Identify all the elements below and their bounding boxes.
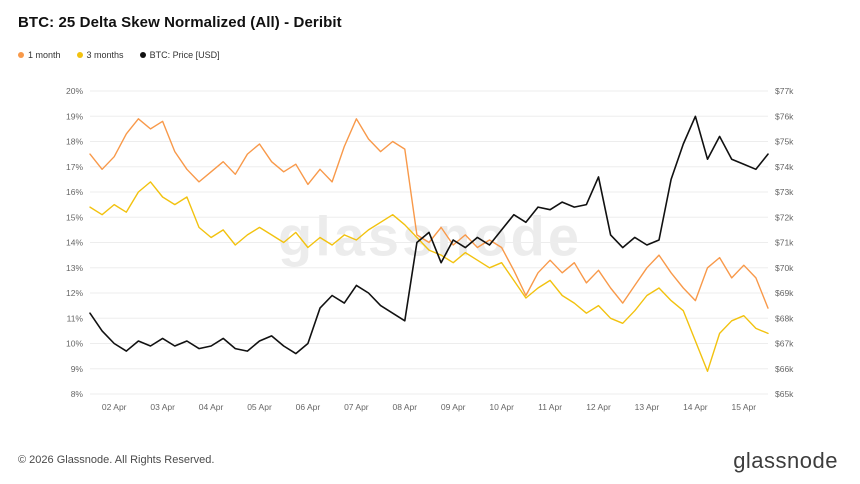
- chart-title: BTC: 25 Delta Skew Normalized (All) - De…: [18, 14, 342, 31]
- right-axis-tick: $73k: [775, 187, 794, 197]
- left-axis-tick: 17%: [66, 162, 83, 172]
- right-axis-tick: $70k: [775, 263, 794, 273]
- series-line-3-months[interactable]: [89, 181, 769, 372]
- right-axis-tick: $68k: [775, 313, 794, 323]
- left-axis-tick: 8%: [71, 389, 84, 399]
- x-axis-tick: 06 Apr: [296, 402, 321, 412]
- right-axis-tick: $74k: [775, 162, 794, 172]
- x-axis-tick: 13 Apr: [635, 402, 660, 412]
- left-axis-tick: 10%: [66, 339, 83, 349]
- x-axis-tick: 12 Apr: [586, 402, 611, 412]
- right-axis-tick: $65k: [775, 389, 794, 399]
- right-axis-tick: $66k: [775, 364, 794, 374]
- left-axis-tick: 20%: [66, 86, 83, 96]
- x-axis-tick: 11 Apr: [538, 402, 562, 412]
- left-axis-tick: 9%: [71, 364, 84, 374]
- series-line-btc-price-usd[interactable]: [89, 115, 769, 355]
- right-axis-tick: $76k: [775, 111, 794, 121]
- left-axis-tick: 15%: [66, 212, 83, 222]
- right-axis-tick: $67k: [775, 339, 794, 349]
- left-axis-tick: 13%: [66, 263, 83, 273]
- left-axis-tick: 19%: [66, 111, 83, 121]
- x-axis-tick: 09 Apr: [441, 402, 466, 412]
- legend-item-btc-price[interactable]: BTC: Price [USD]: [139, 50, 220, 60]
- copyright-text: © 2026 Glassnode. All Rights Reserved.: [18, 454, 215, 466]
- x-axis-tick: 08 Apr: [392, 402, 417, 412]
- x-axis-tick: 03 Apr: [150, 402, 175, 412]
- legend-item-3-months[interactable]: 3 months: [76, 50, 124, 60]
- x-axis-tick: 07 Apr: [344, 402, 369, 412]
- legend-item-1-month[interactable]: 1 month: [18, 50, 61, 60]
- footer: © 2026 Glassnode. All Rights Reserved. g…: [0, 436, 860, 484]
- legend-label-3-months: 3 months: [86, 50, 124, 60]
- legend-label-btc-price: BTC: Price [USD]: [149, 50, 220, 60]
- legend-dot-icon: [139, 52, 146, 58]
- x-axis-tick: 15 Apr: [731, 402, 756, 412]
- x-axis-tick: 05 Apr: [247, 402, 272, 412]
- x-axis-tick: 04 Apr: [199, 402, 224, 412]
- x-axis-tick: 10 Apr: [489, 402, 514, 412]
- left-axis-tick: 12%: [66, 288, 83, 298]
- left-axis-tick: 18%: [66, 137, 83, 147]
- right-axis-tick: $69k: [775, 288, 794, 298]
- legend-dot-icon: [18, 52, 24, 58]
- right-axis-tick: $77k: [775, 86, 794, 96]
- x-axis-tick: 14 Apr: [683, 402, 708, 412]
- left-axis-tick: 14%: [66, 238, 83, 248]
- right-axis-tick: $75k: [775, 137, 794, 147]
- right-axis-tick: $71k: [775, 238, 794, 248]
- left-axis-tick: 11%: [67, 313, 84, 323]
- legend-label-1-month: 1 month: [28, 50, 61, 60]
- glassnode-wordmark[interactable]: glassnode: [733, 448, 838, 473]
- left-axis-tick: 16%: [66, 187, 83, 197]
- legend-dot-icon: [76, 52, 83, 58]
- x-axis-tick: 02 Apr: [102, 402, 127, 412]
- right-axis-tick: $72k: [775, 212, 794, 222]
- legend: 1 month 3 months BTC: Price [USD]: [18, 50, 220, 60]
- series-line-1-month[interactable]: [89, 118, 769, 309]
